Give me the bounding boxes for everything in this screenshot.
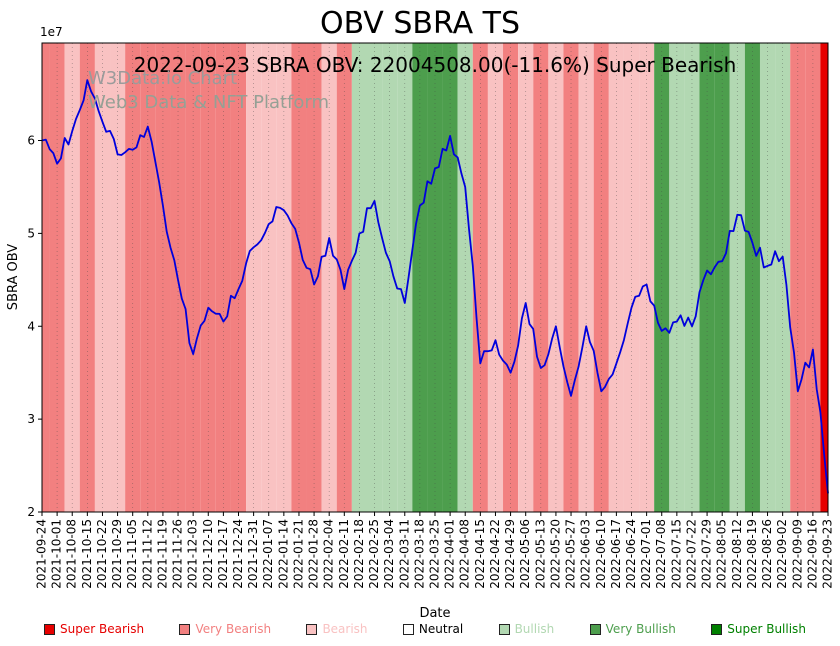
x-tick-label: 2022-07-08 bbox=[654, 519, 668, 589]
x-tick-label: 2022-03-04 bbox=[382, 519, 396, 589]
x-tick-label: 2022-08-05 bbox=[715, 519, 729, 589]
x-tick-label: 2021-12-10 bbox=[201, 519, 215, 589]
legend-item-bullish: Bullish bbox=[498, 622, 555, 636]
y-tick-label: 4 bbox=[27, 319, 35, 333]
x-tick-label: 2022-04-29 bbox=[503, 519, 517, 589]
y-tick-label: 5 bbox=[27, 226, 35, 240]
x-tick-label: 2022-02-25 bbox=[367, 519, 381, 589]
legend-swatch bbox=[44, 623, 55, 635]
x-tick-label: 2022-07-29 bbox=[700, 519, 714, 589]
x-tick-label: 2021-10-22 bbox=[95, 519, 109, 589]
x-tick-label: 2022-01-14 bbox=[276, 519, 290, 589]
x-tick-label: 2022-05-20 bbox=[548, 519, 562, 589]
legend-item-super-bullish: Super Bullish bbox=[711, 622, 806, 636]
y-axis-label: SBRA OBV bbox=[6, 243, 21, 311]
x-tick-label: 2021-12-24 bbox=[231, 519, 245, 589]
x-tick-label: 2022-09-09 bbox=[790, 519, 804, 589]
legend-item-bearish: Bearish bbox=[306, 622, 368, 636]
x-tick-label: 2021-12-17 bbox=[216, 519, 230, 589]
legend-swatch bbox=[306, 623, 318, 635]
x-tick-label: 2022-09-16 bbox=[805, 519, 819, 589]
x-tick-label: 2021-12-31 bbox=[246, 519, 260, 589]
x-tick-label: 2022-03-25 bbox=[428, 519, 442, 589]
x-tick-label: 2021-10-08 bbox=[65, 519, 79, 589]
x-tick-label: 2022-07-15 bbox=[669, 519, 683, 589]
x-tick-label: 2022-06-17 bbox=[609, 519, 623, 589]
chart-subtitle: 2022-09-23 SBRA OBV: 22004508.00(-11.6%)… bbox=[133, 53, 737, 77]
chart-title: OBV SBRA TS bbox=[319, 6, 520, 41]
x-tick-label: 2021-10-01 bbox=[50, 519, 64, 589]
x-tick-label: 2022-02-18 bbox=[352, 519, 366, 589]
x-tick-label: 2021-11-19 bbox=[155, 519, 169, 589]
y-tick-label: 3 bbox=[27, 412, 35, 426]
x-tick-label: 2022-02-11 bbox=[337, 519, 351, 589]
x-tick-label: 2022-02-04 bbox=[322, 519, 336, 589]
legend: Super Bearish Very Bearish Bearish Neutral B… bbox=[44, 620, 806, 638]
x-tick-label: 2022-04-08 bbox=[458, 519, 472, 589]
legend-item-very-bullish: Very Bullish bbox=[589, 622, 676, 636]
x-tick-label: 2021-10-29 bbox=[110, 519, 124, 589]
x-tick-label: 2022-05-13 bbox=[533, 519, 547, 589]
legend-swatch bbox=[711, 623, 723, 635]
legend-item-neutral: Neutral bbox=[402, 622, 464, 636]
x-tick-label: 2022-06-10 bbox=[594, 519, 608, 589]
x-tick-label: 2022-06-03 bbox=[579, 519, 593, 589]
x-tick-label: 2022-03-18 bbox=[412, 519, 426, 589]
x-tick-label: 2022-08-19 bbox=[745, 519, 759, 589]
x-tick-label: 2022-06-24 bbox=[624, 519, 638, 589]
watermark-line1: W3Data.io Chart bbox=[88, 68, 238, 89]
legend-label: Very Bearish bbox=[195, 622, 272, 636]
x-tick-label: 2022-01-07 bbox=[261, 519, 275, 589]
x-tick-label: 2021-11-12 bbox=[140, 519, 154, 589]
legend-label: Super Bullish bbox=[727, 622, 806, 636]
legend-label: Bullish bbox=[514, 622, 555, 636]
legend-swatch bbox=[498, 623, 510, 635]
x-tick-label: 2021-10-15 bbox=[80, 519, 94, 589]
y-axis-offset-text: 1e7 bbox=[40, 25, 63, 39]
x-axis-label: Date bbox=[419, 606, 451, 621]
x-tick-label: 2022-04-15 bbox=[473, 519, 487, 589]
x-tick-label: 2021-09-24 bbox=[35, 519, 49, 589]
legend-label: Very Bullish bbox=[605, 622, 676, 636]
legend-swatch bbox=[179, 623, 191, 635]
watermark-line2: Web3 Data & NFT Platform bbox=[88, 92, 330, 113]
legend-item-very-bearish: Very Bearish bbox=[179, 622, 271, 636]
y-tick-label: 2 bbox=[27, 505, 35, 519]
y-tick-label: 6 bbox=[27, 134, 35, 148]
x-tick-label: 2022-08-26 bbox=[760, 519, 774, 589]
x-tick-label: 2022-07-01 bbox=[639, 519, 653, 589]
legend-swatch bbox=[589, 623, 601, 635]
legend-label: Bearish bbox=[322, 622, 368, 636]
legend-label: Neutral bbox=[418, 622, 464, 636]
x-tick-label: 2022-09-02 bbox=[775, 519, 789, 589]
legend-swatch bbox=[402, 623, 414, 635]
x-tick-label: 2022-03-11 bbox=[397, 519, 411, 589]
x-tick-label: 2022-05-27 bbox=[564, 519, 578, 589]
x-tick-label: 2021-11-05 bbox=[125, 519, 139, 589]
x-tick-label: 2022-07-22 bbox=[684, 519, 698, 589]
x-tick-label: 2022-05-06 bbox=[518, 519, 532, 589]
legend-label: Super Bearish bbox=[60, 622, 145, 636]
x-tick-label: 2022-04-01 bbox=[443, 519, 457, 589]
legend-item-super-bearish: Super Bearish bbox=[44, 622, 144, 636]
x-tick-label: 2022-01-21 bbox=[291, 519, 305, 589]
x-tick-label: 2022-09-23 bbox=[821, 519, 835, 589]
x-tick-label: 2022-04-22 bbox=[488, 519, 502, 589]
x-tick-label: 2021-12-03 bbox=[186, 519, 200, 589]
x-tick-label: 2021-11-26 bbox=[171, 519, 185, 589]
x-tick-label: 2022-08-12 bbox=[730, 519, 744, 589]
x-tick-label: 2022-01-28 bbox=[307, 519, 321, 589]
